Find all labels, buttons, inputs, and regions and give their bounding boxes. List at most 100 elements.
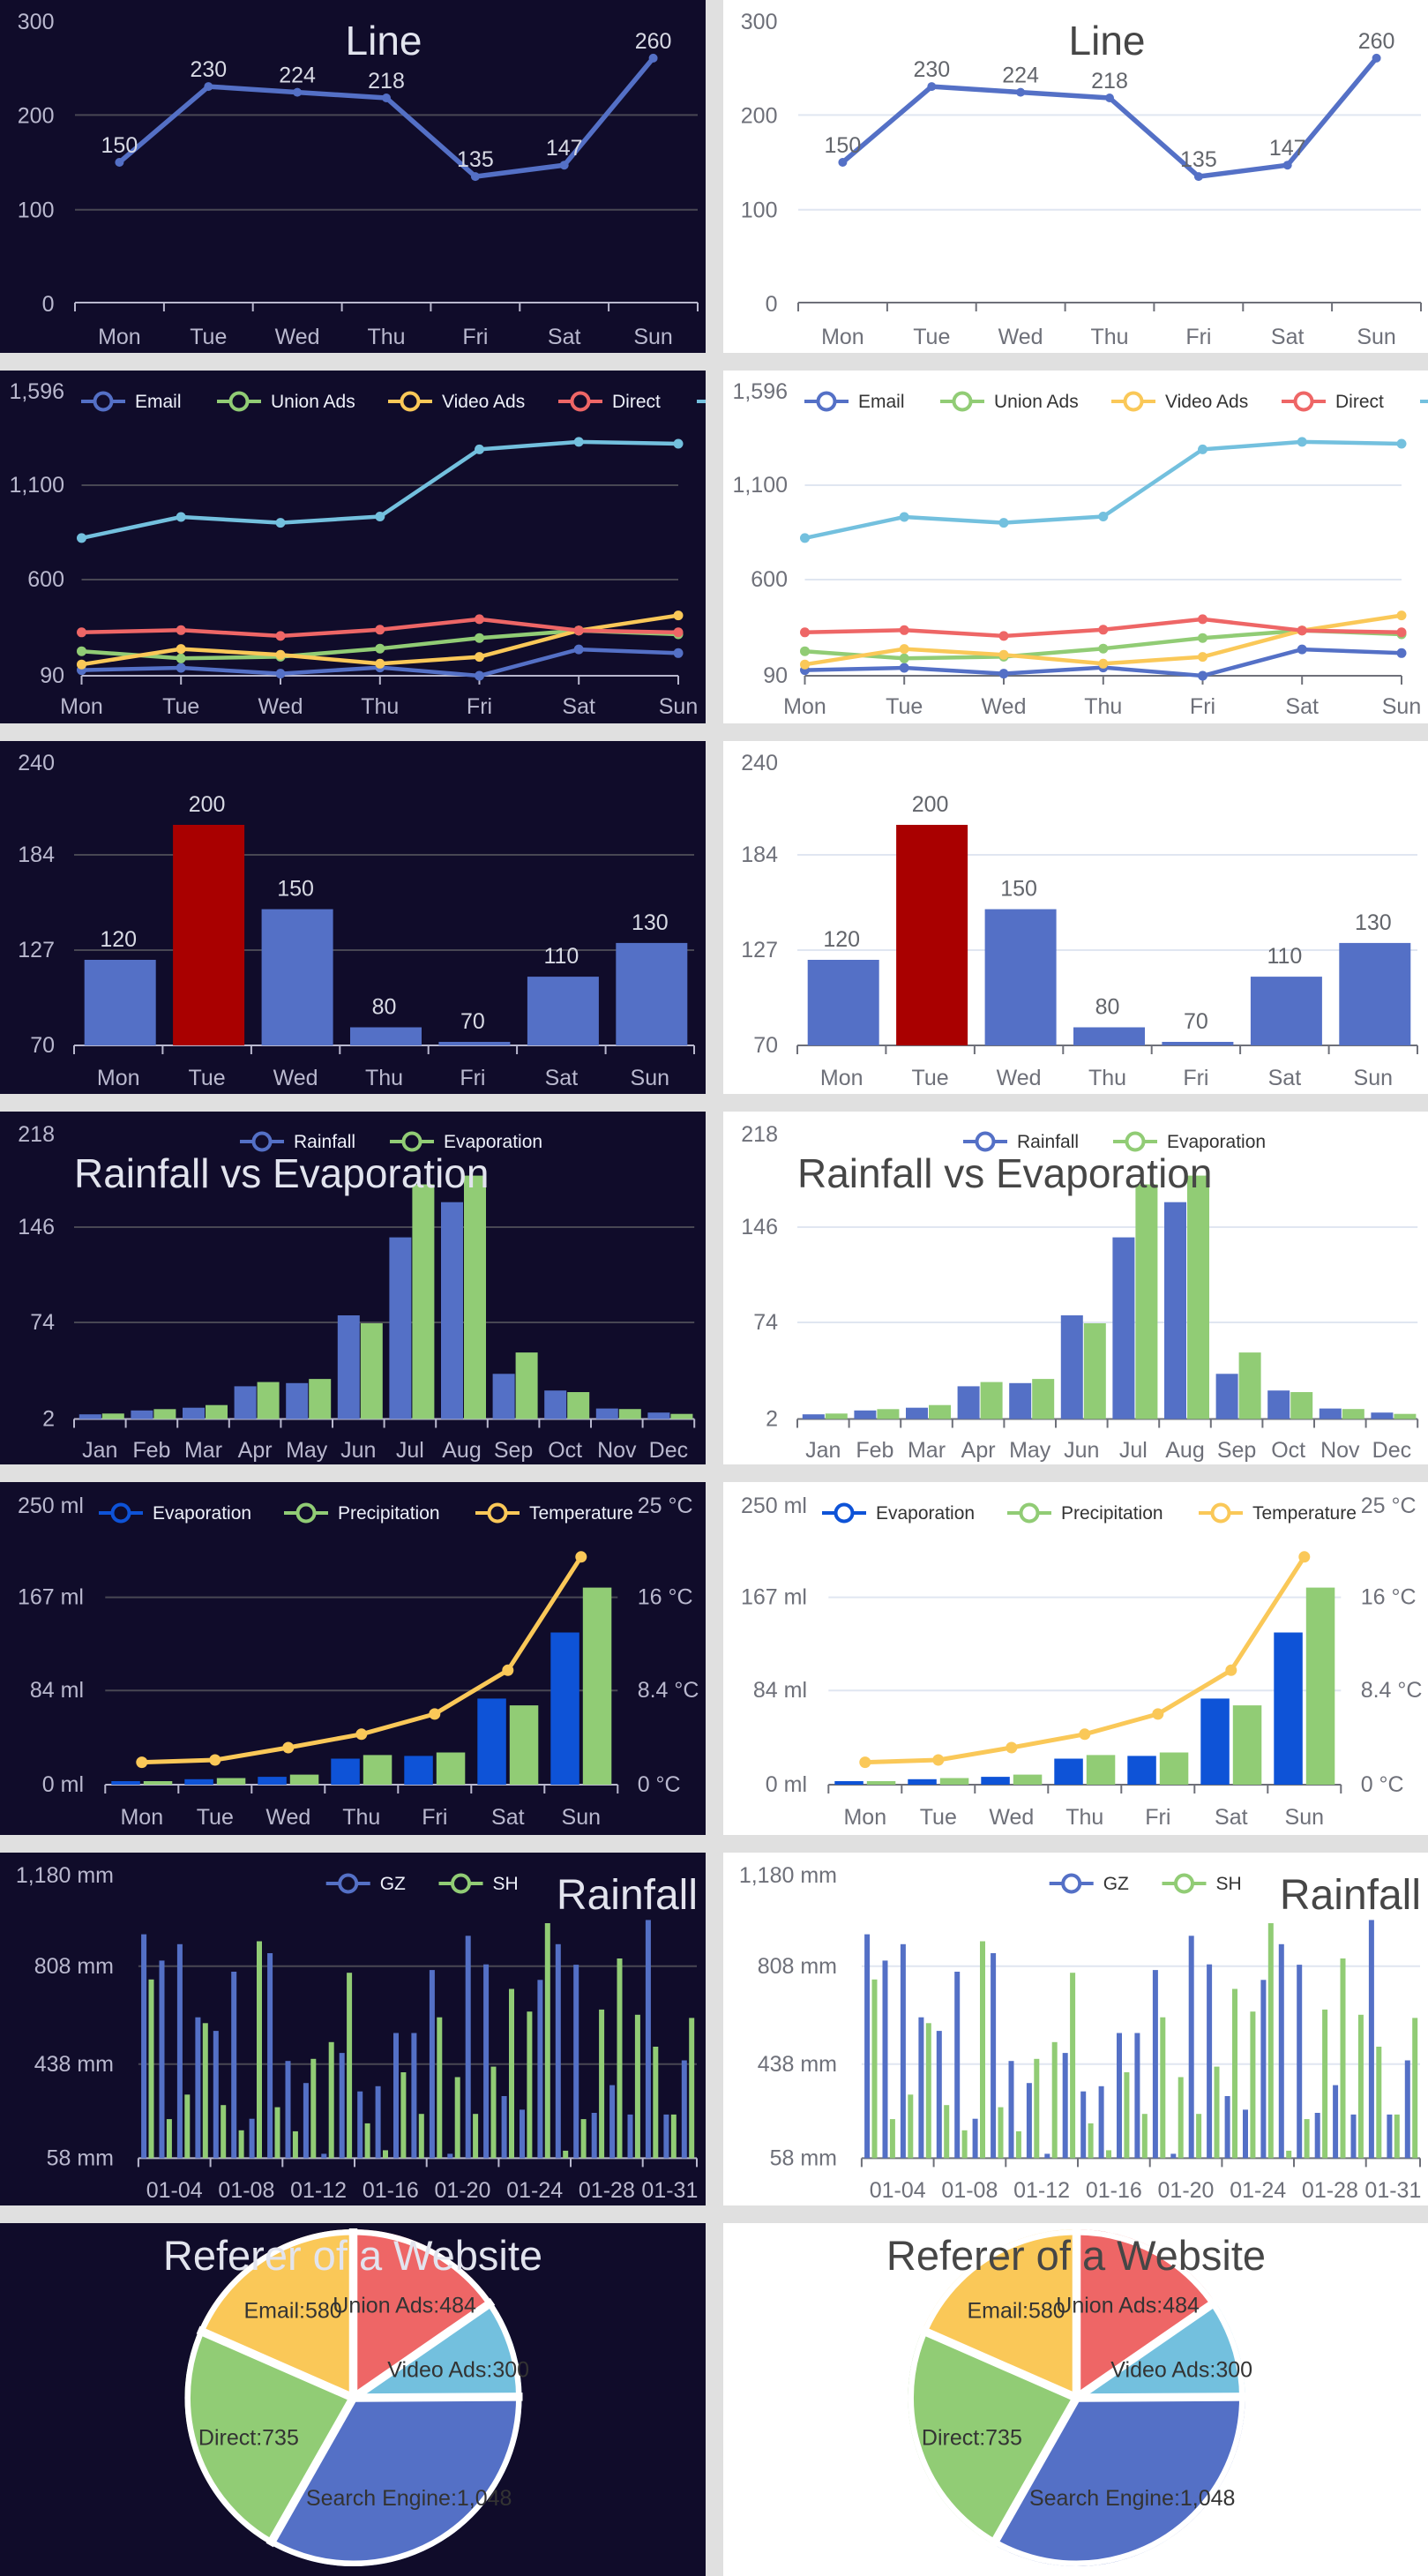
svg-text:Sat: Sat [1268, 1066, 1302, 1090]
svg-text:01-04: 01-04 [870, 2178, 926, 2203]
svg-text:808 mm: 808 mm [758, 1954, 837, 1979]
svg-text:Sun: Sun [659, 694, 698, 719]
svg-text:Wed: Wed [258, 694, 303, 719]
svg-text:150: 150 [1000, 877, 1037, 902]
svg-text:135: 135 [457, 147, 494, 172]
svg-text:230: 230 [190, 57, 227, 82]
svg-text:260: 260 [1358, 29, 1395, 54]
svg-text:250 ml: 250 ml [741, 1494, 807, 1518]
svg-text:Tue: Tue [189, 1066, 226, 1090]
svg-text:0 °C: 0 °C [638, 1772, 681, 1797]
svg-text:147: 147 [1269, 136, 1306, 161]
svg-text:250 ml: 250 ml [18, 1494, 84, 1518]
svg-text:Tue: Tue [162, 694, 199, 719]
svg-text:Temperature: Temperature [1252, 1503, 1357, 1524]
svg-text:70: 70 [460, 1009, 485, 1034]
svg-text:167 ml: 167 ml [18, 1585, 84, 1610]
svg-text:Mon: Mon [843, 1805, 886, 1830]
svg-text:120: 120 [100, 927, 137, 952]
svg-text:224: 224 [1002, 64, 1039, 88]
svg-text:100: 100 [18, 198, 55, 223]
svg-text:Sun: Sun [633, 325, 672, 349]
svg-text:25 °C: 25 °C [638, 1494, 693, 1518]
svg-text:224: 224 [279, 64, 316, 88]
svg-text:Thu: Thu [1090, 325, 1128, 349]
svg-text:Thu: Thu [1088, 1066, 1126, 1090]
svg-text:Apr: Apr [961, 1438, 996, 1463]
svg-text:74: 74 [30, 1310, 55, 1335]
svg-text:Aug: Aug [1165, 1438, 1204, 1463]
svg-text:Nov: Nov [1320, 1438, 1360, 1463]
svg-text:01-31: 01-31 [1364, 2178, 1421, 2203]
svg-text:01-24: 01-24 [506, 2178, 563, 2203]
svg-text:Nov: Nov [597, 1438, 637, 1463]
svg-text:Sep: Sep [494, 1438, 533, 1463]
svg-text:16 °C: 16 °C [638, 1585, 693, 1610]
svg-text:Email:580: Email:580 [968, 2298, 1065, 2323]
svg-text:0: 0 [766, 292, 778, 317]
svg-text:Feb: Feb [856, 1438, 893, 1463]
svg-text:Line: Line [1069, 18, 1146, 64]
svg-text:Email:580: Email:580 [244, 2298, 342, 2323]
svg-text:90: 90 [40, 663, 64, 688]
svg-text:01-12: 01-12 [290, 2178, 347, 2203]
svg-text:Sat: Sat [548, 325, 581, 349]
svg-text:Oct: Oct [548, 1438, 582, 1463]
svg-text:Tue: Tue [190, 325, 227, 349]
svg-text:Tue: Tue [913, 325, 950, 349]
svg-text:Fri: Fri [1190, 694, 1215, 719]
svg-text:240: 240 [18, 751, 55, 775]
svg-text:01-20: 01-20 [435, 2178, 491, 2203]
svg-text:300: 300 [18, 10, 55, 34]
svg-text:01-24: 01-24 [1230, 2178, 1286, 2203]
svg-text:01-12: 01-12 [1013, 2178, 1070, 2203]
svg-text:Tue: Tue [920, 1805, 957, 1830]
svg-text:Video Ads: Video Ads [1165, 392, 1248, 412]
svg-text:70: 70 [1184, 1009, 1208, 1034]
svg-text:Rainfall: Rainfall [1280, 1872, 1421, 1919]
svg-text:Wed: Wed [982, 694, 1027, 719]
svg-text:58 mm: 58 mm [47, 2145, 114, 2170]
svg-text:Sun: Sun [1354, 1066, 1393, 1090]
svg-text:Direct: Direct [612, 392, 661, 412]
svg-text:0: 0 [42, 292, 55, 317]
svg-text:Wed: Wed [998, 325, 1043, 349]
svg-text:127: 127 [18, 938, 55, 962]
svg-text:Rainfall: Rainfall [294, 1132, 355, 1152]
svg-text:135: 135 [1180, 147, 1217, 172]
svg-text:Sep: Sep [1217, 1438, 1256, 1463]
svg-text:Tue: Tue [886, 694, 923, 719]
svg-text:Direct:735: Direct:735 [198, 2425, 299, 2450]
svg-text:438 mm: 438 mm [758, 2052, 837, 2077]
svg-text:1,100: 1,100 [732, 473, 788, 498]
svg-text:Video Ads:300: Video Ads:300 [387, 2358, 529, 2383]
svg-text:70: 70 [30, 1033, 55, 1058]
svg-text:Oct: Oct [1271, 1438, 1305, 1463]
svg-text:150: 150 [825, 133, 862, 158]
svg-text:218: 218 [741, 1122, 778, 1147]
svg-text:Precipitation: Precipitation [1061, 1503, 1163, 1524]
svg-text:200: 200 [741, 103, 778, 128]
svg-text:Fri: Fri [422, 1805, 447, 1830]
svg-text:Jan: Jan [805, 1438, 841, 1463]
svg-text:Video Ads:300: Video Ads:300 [1110, 2358, 1252, 2383]
svg-text:130: 130 [1355, 910, 1392, 935]
svg-text:01-28: 01-28 [1302, 2178, 1358, 2203]
svg-text:1,180 mm: 1,180 mm [16, 1863, 114, 1888]
svg-text:58 mm: 58 mm [770, 2145, 837, 2170]
svg-text:218: 218 [18, 1122, 55, 1147]
svg-text:Rainfall vs Evaporation: Rainfall vs Evaporation [74, 1150, 489, 1196]
svg-text:0 ml: 0 ml [42, 1772, 84, 1797]
svg-text:SH: SH [1216, 1874, 1242, 1894]
svg-text:Evaporation: Evaporation [876, 1503, 975, 1524]
svg-text:110: 110 [1267, 944, 1302, 969]
svg-text:GZ: GZ [380, 1874, 406, 1894]
svg-text:Thu: Thu [1065, 1805, 1103, 1830]
svg-text:Referer of a Website: Referer of a Website [163, 2232, 542, 2279]
svg-text:808 mm: 808 mm [34, 1954, 114, 1979]
svg-text:Sat: Sat [1285, 694, 1319, 719]
svg-text:Rainfall: Rainfall [557, 1872, 698, 1919]
svg-text:2: 2 [766, 1407, 778, 1432]
svg-text:Thu: Thu [367, 325, 405, 349]
svg-text:127: 127 [741, 938, 778, 962]
